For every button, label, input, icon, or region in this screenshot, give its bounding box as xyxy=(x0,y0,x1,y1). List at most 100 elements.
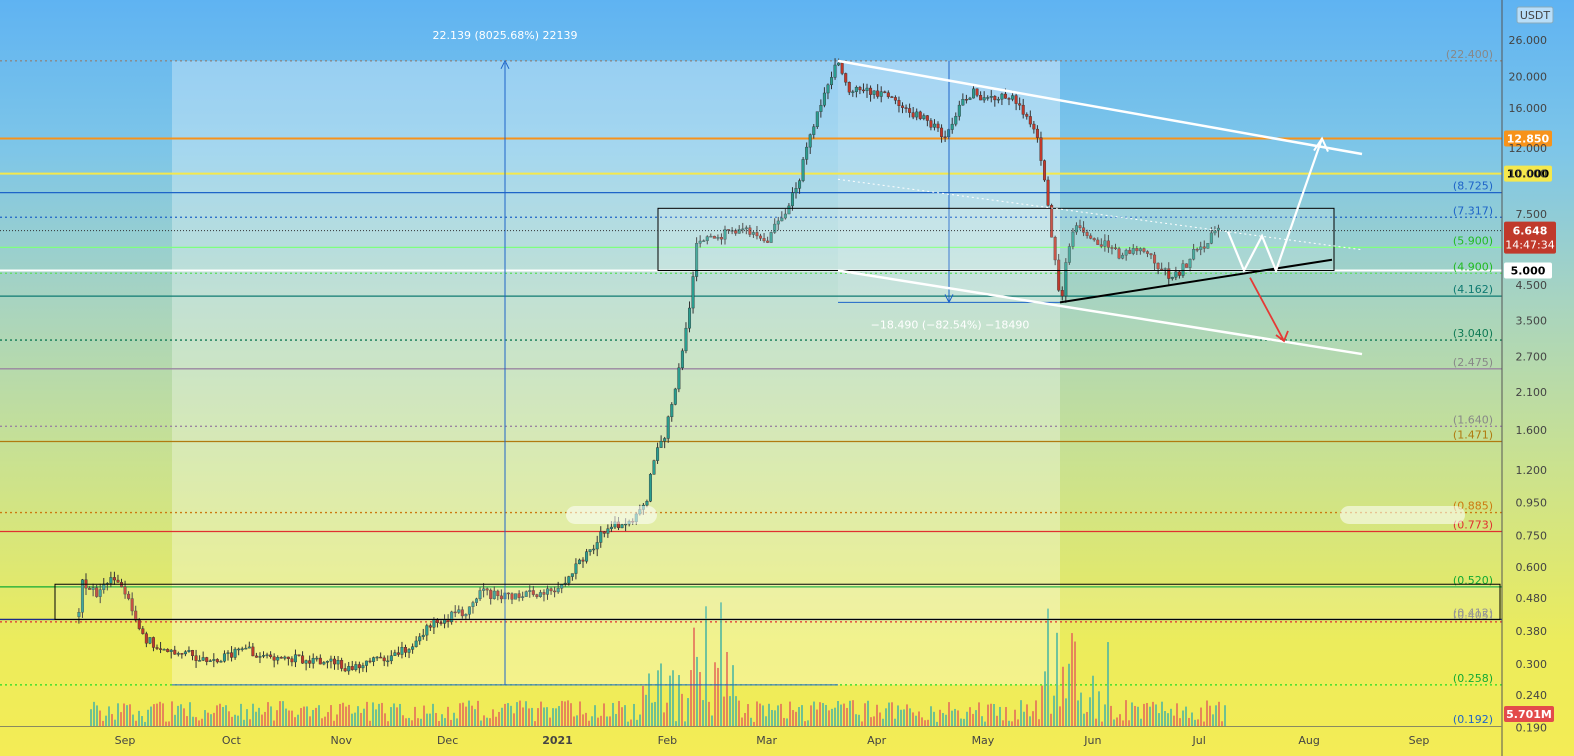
volume-bar xyxy=(627,721,629,726)
volume-bar xyxy=(1110,705,1112,726)
channel-mid-line xyxy=(837,178,1363,251)
volume-bar xyxy=(600,715,602,726)
volume-bar xyxy=(423,705,425,726)
volume-bar xyxy=(318,705,320,726)
volume-bar xyxy=(750,717,752,726)
candle-body xyxy=(1117,248,1121,259)
candle-body xyxy=(130,598,134,612)
candle-body xyxy=(1206,243,1210,249)
candle-body xyxy=(141,628,145,634)
volume-bar xyxy=(321,718,323,726)
volume-bar xyxy=(129,704,131,726)
candle-body xyxy=(411,646,415,650)
candle-body xyxy=(297,654,301,656)
candle-body xyxy=(98,589,102,597)
candle-body xyxy=(439,622,443,624)
volume-bar xyxy=(1104,704,1106,726)
volume-bar xyxy=(1179,718,1181,726)
volume-bar xyxy=(489,718,491,726)
candle-body xyxy=(996,98,1000,101)
volume-bar xyxy=(810,705,812,726)
volume-bar xyxy=(822,703,824,726)
gain-measure-arrowhead xyxy=(500,59,510,70)
x-tick-label: Jul xyxy=(1192,734,1206,747)
x-tick-label: Mar xyxy=(756,734,777,747)
volume-bar xyxy=(531,707,533,726)
volume-bar xyxy=(1083,713,1085,726)
candle-body xyxy=(91,587,95,590)
volume-bar xyxy=(612,702,614,726)
level-label: (2.475) xyxy=(1453,356,1493,369)
candle-body xyxy=(325,661,329,663)
volume-bar xyxy=(561,700,563,726)
gain-measure-box xyxy=(172,60,1060,685)
volume-bar xyxy=(759,703,761,726)
candle-body xyxy=(276,657,280,661)
candle-body xyxy=(830,77,834,86)
candle-body xyxy=(1121,254,1125,259)
candle-body xyxy=(748,227,752,235)
volume-bar xyxy=(930,706,932,726)
volume-bar xyxy=(1212,714,1214,726)
level-label: (3.040) xyxy=(1453,327,1493,340)
volume-bar xyxy=(381,702,383,726)
volume-bar xyxy=(1101,721,1103,726)
volume-bar xyxy=(1176,703,1178,726)
level-label: (0.412) xyxy=(1453,606,1493,619)
volume-bar xyxy=(159,701,161,726)
volume-bar xyxy=(981,716,983,726)
volume-bar xyxy=(210,714,212,726)
volume-bar xyxy=(468,700,470,726)
candle-body xyxy=(123,586,127,595)
candle-body xyxy=(549,588,553,592)
volume-bar xyxy=(876,704,878,726)
candle-body xyxy=(1021,104,1025,115)
candle-body xyxy=(822,92,826,106)
candle-body xyxy=(237,648,241,651)
candle-body xyxy=(794,188,798,193)
volume-bar xyxy=(231,716,233,726)
y-tick-label: 0.750 xyxy=(1516,530,1548,543)
volume-bar xyxy=(387,721,389,726)
candle-body xyxy=(112,577,116,581)
y-tick-label: 3.500 xyxy=(1516,314,1548,327)
y-tick-label: 0.240 xyxy=(1516,689,1548,702)
candle-body xyxy=(159,648,163,650)
volume-bar xyxy=(1164,711,1166,726)
candle-body xyxy=(478,590,482,600)
candle-body xyxy=(329,658,333,662)
level-label: (0.773) xyxy=(1453,518,1493,531)
volume-bar xyxy=(219,703,221,726)
volume-bar xyxy=(624,705,626,726)
volume-bar xyxy=(315,707,317,726)
volume-bar xyxy=(435,712,437,726)
candle-body xyxy=(542,592,546,595)
candle-body xyxy=(581,559,585,562)
candle-body xyxy=(1181,263,1185,276)
candle-body xyxy=(1099,244,1103,247)
volume-bar xyxy=(792,710,794,726)
candle-body xyxy=(595,542,599,550)
volume-bar xyxy=(813,701,815,726)
candle-body xyxy=(290,658,294,663)
volume-bar xyxy=(651,702,653,726)
candle-body xyxy=(709,235,713,238)
candle-body xyxy=(148,637,152,644)
candle-body xyxy=(1043,160,1047,181)
volume-bar xyxy=(1092,675,1094,726)
candle-body xyxy=(556,588,560,593)
volume-bar xyxy=(282,701,284,726)
candle-body xyxy=(521,596,525,598)
candle-body xyxy=(212,659,216,661)
volume-bar xyxy=(111,714,113,726)
candle-body xyxy=(1060,290,1064,297)
candle-body xyxy=(1174,271,1178,278)
candle-body xyxy=(1114,247,1118,249)
volume-bar xyxy=(1047,608,1049,726)
y-tick-label: 1.600 xyxy=(1516,424,1548,437)
volume-bar xyxy=(849,700,851,726)
candle-body xyxy=(1078,225,1082,228)
volume-bar xyxy=(585,712,587,726)
